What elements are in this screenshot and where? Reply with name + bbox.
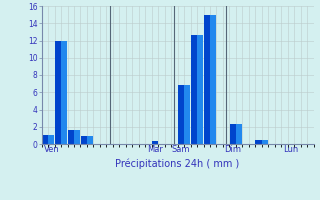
Bar [42, 135, 48, 144]
Bar [55, 40, 61, 144]
Bar [61, 40, 67, 144]
Bar [87, 136, 93, 144]
Bar [236, 124, 242, 144]
Bar [204, 15, 210, 144]
Bar [184, 85, 190, 144]
Bar [74, 130, 80, 144]
Bar [229, 124, 236, 144]
X-axis label: Précipitations 24h ( mm ): Précipitations 24h ( mm ) [116, 159, 240, 169]
Bar [178, 85, 184, 144]
Bar [191, 35, 197, 144]
Bar [81, 136, 87, 144]
Bar [48, 135, 54, 144]
Bar [262, 140, 268, 144]
Bar [255, 140, 262, 144]
Bar [210, 15, 216, 144]
Bar [68, 130, 74, 144]
Bar [152, 141, 158, 144]
Bar [197, 35, 203, 144]
